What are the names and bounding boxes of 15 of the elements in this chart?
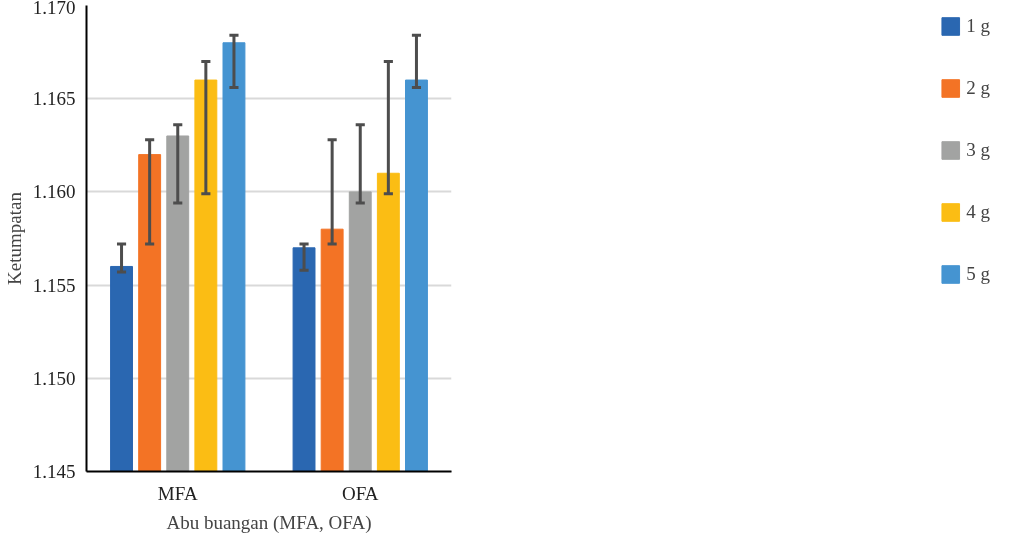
x-tick-label: OFA [341, 482, 379, 504]
y-tick-label: 1.160 [32, 181, 76, 203]
y-tick-label: 1.165 [32, 88, 76, 110]
legend-label: 5 g [966, 263, 990, 285]
legend-label: 2 g [966, 77, 990, 99]
legend-label: 1 g [966, 15, 990, 37]
y-tick-label: 1.150 [32, 367, 76, 389]
y-axis-title: Ketumpatan [3, 191, 25, 285]
y-tick-label: 1.170 [32, 0, 76, 18]
x-axis-title: Abu buangan (MFA, OFA) [166, 511, 372, 534]
legend-label: 4 g [966, 201, 990, 223]
y-tick-label: 1.155 [32, 274, 76, 296]
legend-label: 3 g [966, 139, 990, 161]
y-tick-label: 1.145 [32, 461, 76, 482]
x-tick-label: MFA [157, 482, 198, 504]
